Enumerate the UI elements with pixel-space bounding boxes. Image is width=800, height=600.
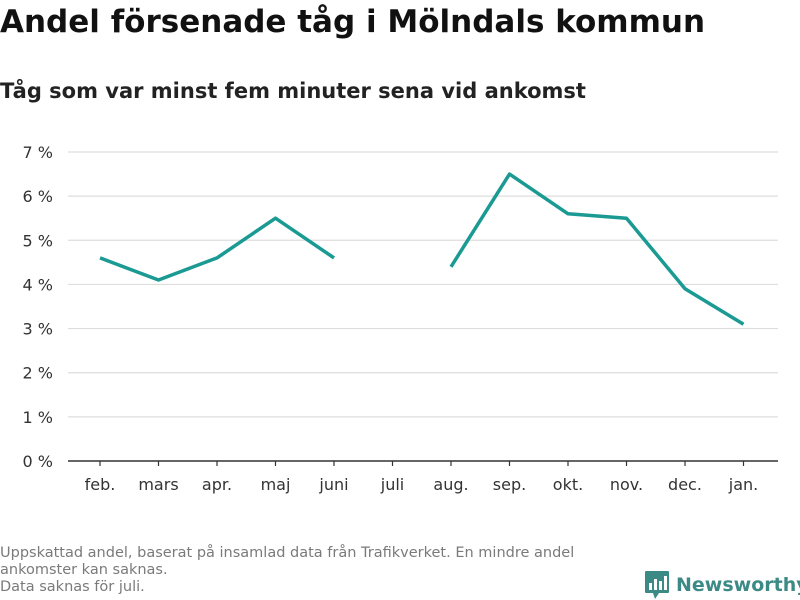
series-line (449, 172, 745, 326)
brand-logo: Newsworthy (644, 570, 800, 600)
y-tick-label: 4 % (23, 275, 53, 294)
y-tick-label: 2 % (23, 364, 53, 383)
gridlines (68, 151, 778, 418)
x-tick-label: okt. (553, 475, 583, 494)
chart-title: Andel försenade tåg i Mölndals kommun (0, 4, 706, 40)
x-tick-label: mars (138, 475, 178, 494)
y-tick-label: 5 % (23, 231, 53, 250)
y-tick-label: 1 % (23, 408, 53, 427)
x-tick-label: sep. (493, 475, 526, 494)
x-tick-label: dec. (668, 475, 702, 494)
x-axis-tick-labels: feb. mars apr. maj juni juli aug. sep. okt. nov. d… (85, 461, 758, 494)
x-tick-label: nov. (610, 475, 643, 494)
y-tick-label: 7 % (23, 143, 53, 162)
x-tick-label: jan. (728, 475, 758, 494)
newsworthy-logo-icon (645, 571, 669, 599)
y-tick-label: 0 % (23, 452, 53, 471)
x-tick-label: maj (261, 475, 291, 494)
footnote-line: Uppskattad andel, baserat på insamlad da… (0, 545, 575, 561)
y-tick-label: 3 % (23, 320, 53, 339)
footnote-line: Data saknas för juli. (0, 579, 145, 595)
x-tick-label: feb. (85, 475, 116, 494)
x-tick-label: apr. (202, 475, 232, 494)
footnote: Uppskattad andel, baserat på insamlad da… (0, 545, 640, 596)
series-lines (99, 172, 745, 326)
x-tick-label: juli (380, 475, 404, 494)
x-tick-label: aug. (433, 475, 468, 494)
line-chart: 0 % 1 % 2 % 3 % 4 % 5 % 6 % 7 % feb. mars apr. maj… (23, 143, 778, 494)
chart-subtitle: Tåg som var minst fem minuter sena vid a… (0, 79, 586, 103)
x-tick-label: juni (318, 475, 348, 494)
y-tick-label: 6 % (23, 187, 53, 206)
series-line (99, 216, 335, 282)
y-axis-tick-labels: 0 % 1 % 2 % 3 % 4 % 5 % 6 % 7 % (23, 143, 53, 471)
brand-name: Newsworthy (676, 574, 800, 596)
footnote-line: ankomster kan saknas. (0, 562, 168, 578)
